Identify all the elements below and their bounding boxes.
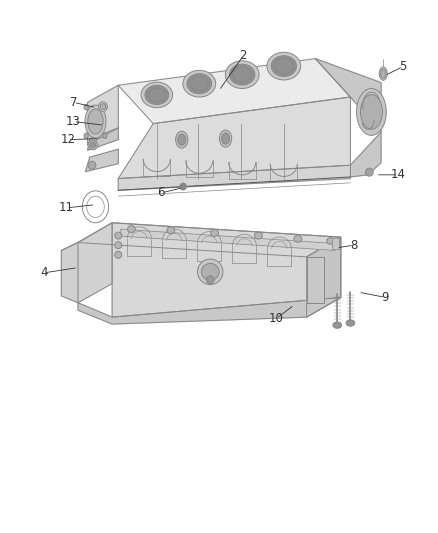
Ellipse shape bbox=[176, 131, 188, 148]
Ellipse shape bbox=[327, 238, 335, 244]
Text: 6: 6 bbox=[157, 187, 165, 199]
Polygon shape bbox=[78, 223, 341, 257]
Ellipse shape bbox=[381, 69, 386, 78]
Ellipse shape bbox=[379, 67, 387, 80]
Ellipse shape bbox=[230, 64, 255, 85]
Text: 4: 4 bbox=[40, 266, 48, 279]
Text: 5: 5 bbox=[399, 60, 406, 73]
Ellipse shape bbox=[334, 323, 340, 327]
Ellipse shape bbox=[222, 133, 230, 144]
Ellipse shape bbox=[84, 104, 88, 110]
Ellipse shape bbox=[102, 133, 107, 139]
Ellipse shape bbox=[180, 183, 187, 190]
Ellipse shape bbox=[271, 55, 297, 76]
Ellipse shape bbox=[357, 88, 386, 135]
Ellipse shape bbox=[102, 104, 107, 110]
Ellipse shape bbox=[141, 82, 173, 108]
Polygon shape bbox=[307, 237, 341, 317]
Ellipse shape bbox=[145, 85, 169, 104]
Ellipse shape bbox=[127, 226, 135, 232]
Text: 7: 7 bbox=[70, 96, 78, 109]
Ellipse shape bbox=[88, 140, 98, 150]
Text: 11: 11 bbox=[59, 201, 74, 214]
Ellipse shape bbox=[347, 321, 353, 325]
Ellipse shape bbox=[115, 232, 122, 239]
Polygon shape bbox=[61, 243, 78, 303]
Text: 12: 12 bbox=[60, 133, 75, 146]
Ellipse shape bbox=[267, 52, 300, 80]
Text: 9: 9 bbox=[381, 291, 389, 304]
Ellipse shape bbox=[211, 230, 219, 237]
Ellipse shape bbox=[167, 227, 175, 233]
Ellipse shape bbox=[201, 263, 219, 280]
Ellipse shape bbox=[360, 95, 382, 130]
Ellipse shape bbox=[100, 103, 106, 110]
Polygon shape bbox=[88, 128, 118, 150]
Polygon shape bbox=[118, 59, 350, 124]
Text: 13: 13 bbox=[66, 115, 81, 128]
Ellipse shape bbox=[90, 142, 95, 148]
Ellipse shape bbox=[99, 102, 107, 111]
Polygon shape bbox=[88, 85, 118, 145]
Ellipse shape bbox=[333, 322, 342, 328]
Ellipse shape bbox=[187, 74, 212, 94]
Polygon shape bbox=[78, 297, 341, 324]
Ellipse shape bbox=[219, 130, 232, 147]
Polygon shape bbox=[121, 229, 336, 251]
Text: 14: 14 bbox=[391, 168, 406, 181]
Ellipse shape bbox=[88, 161, 96, 169]
Polygon shape bbox=[307, 257, 324, 303]
Ellipse shape bbox=[198, 259, 223, 285]
Text: 8: 8 bbox=[350, 239, 357, 252]
Bar bbox=[332, 238, 339, 249]
Ellipse shape bbox=[84, 133, 88, 139]
Ellipse shape bbox=[294, 236, 302, 242]
Ellipse shape bbox=[88, 109, 103, 134]
Text: 2: 2 bbox=[239, 50, 247, 62]
Ellipse shape bbox=[115, 252, 122, 258]
Polygon shape bbox=[112, 223, 341, 317]
Ellipse shape bbox=[85, 105, 106, 138]
Polygon shape bbox=[315, 59, 381, 132]
Ellipse shape bbox=[226, 61, 259, 88]
Ellipse shape bbox=[346, 320, 355, 326]
Polygon shape bbox=[118, 165, 350, 190]
Polygon shape bbox=[118, 97, 350, 179]
Ellipse shape bbox=[115, 242, 122, 248]
Ellipse shape bbox=[365, 168, 373, 176]
Ellipse shape bbox=[254, 232, 262, 239]
Ellipse shape bbox=[206, 276, 214, 284]
Text: 10: 10 bbox=[268, 312, 283, 325]
Polygon shape bbox=[350, 132, 381, 177]
Ellipse shape bbox=[178, 134, 186, 145]
Polygon shape bbox=[78, 223, 112, 303]
Polygon shape bbox=[85, 149, 118, 172]
Ellipse shape bbox=[183, 70, 216, 97]
